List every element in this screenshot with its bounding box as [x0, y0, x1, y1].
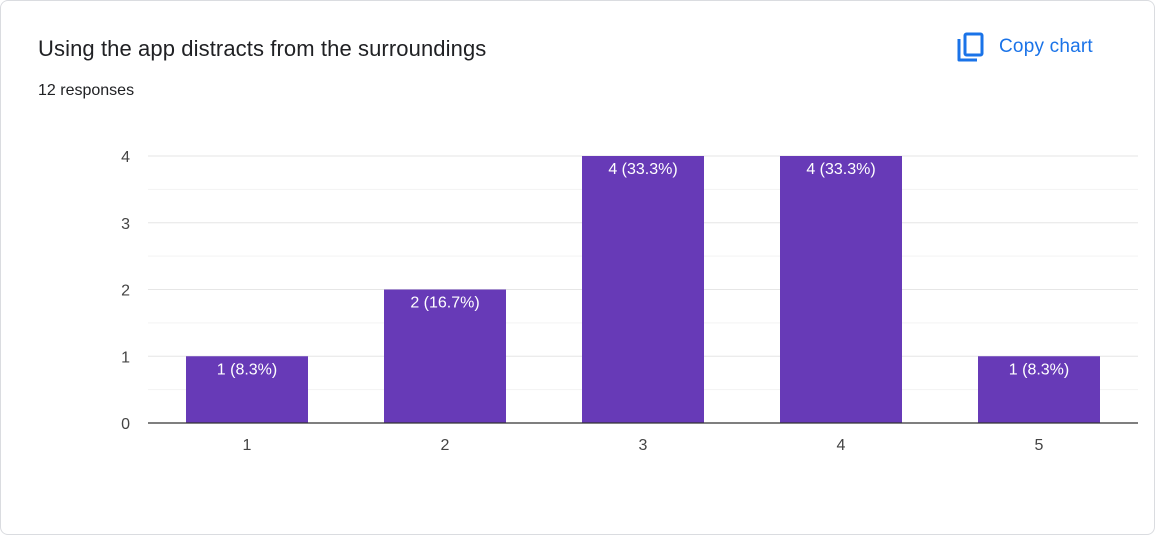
y-tick-label: 0 [121, 416, 130, 433]
bar [582, 156, 704, 423]
bar [780, 156, 902, 423]
copy-icon [957, 32, 984, 62]
bar-data-label: 4 (33.3%) [608, 161, 677, 178]
copy-chart-button[interactable]: Copy chart [947, 25, 1103, 69]
x-tick-label: 5 [1035, 437, 1044, 454]
bar-data-label: 1 (8.3%) [217, 361, 277, 378]
x-tick-label: 4 [837, 437, 846, 454]
bar [186, 356, 308, 423]
bar [384, 289, 506, 423]
x-tick-label: 2 [441, 437, 450, 454]
y-tick-label: 4 [121, 149, 130, 166]
chart-title: Using the app distracts from the surroun… [38, 36, 487, 61]
y-tick-label: 3 [121, 216, 130, 233]
response-count: 12 responses [38, 82, 135, 99]
bar-data-label: 2 (16.7%) [410, 295, 479, 312]
copy-chart-label: Copy chart [999, 36, 1093, 57]
bar [978, 356, 1100, 423]
y-tick-label: 2 [121, 283, 130, 300]
x-tick-label: 3 [639, 437, 648, 454]
x-tick-label: 1 [243, 437, 252, 454]
bar-data-label: 1 (8.3%) [1009, 361, 1069, 378]
bar-data-label: 4 (33.3%) [806, 161, 875, 178]
y-tick-label: 1 [121, 349, 130, 366]
